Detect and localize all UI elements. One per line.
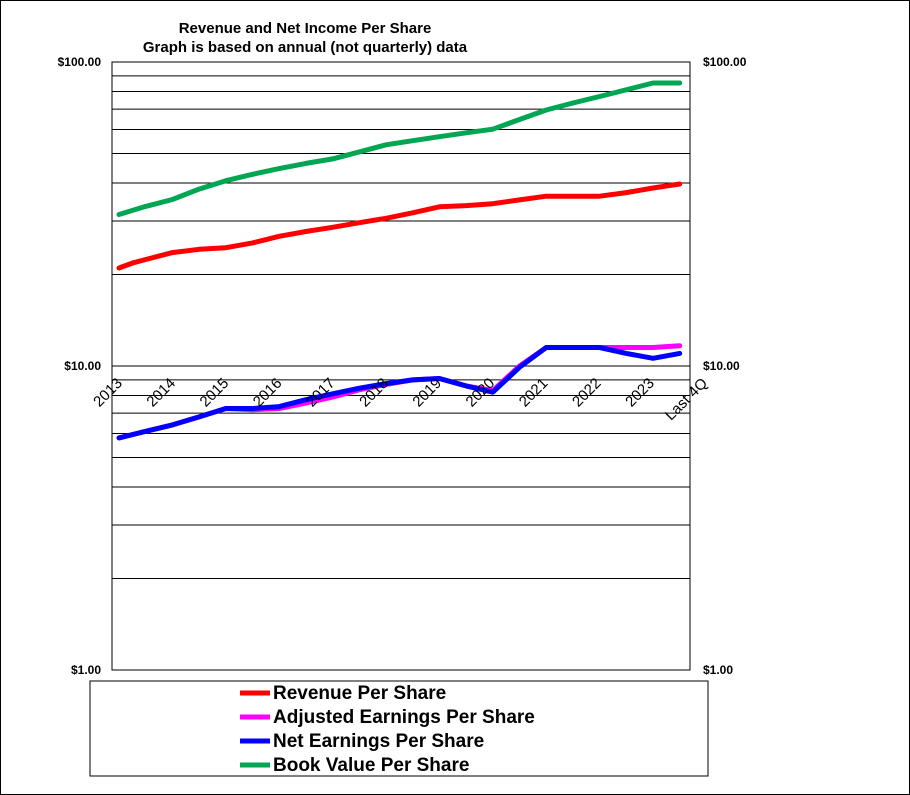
y-tick-label-left: $100.00 — [58, 55, 102, 69]
legend: Revenue Per Share Adjusted Earnings Per S… — [240, 683, 535, 776]
legend-label: Net Earnings Per Share — [273, 731, 484, 752]
y-tick-label-left: $1.00 — [71, 663, 101, 677]
legend-label: Book Value Per Share — [273, 755, 469, 776]
chart-title: Revenue and Net Income Per Share — [179, 20, 432, 37]
series-lines — [116, 80, 683, 441]
y-tick-label-right: $100.00 — [703, 55, 747, 69]
series-line-book-value-per-share — [116, 80, 683, 217]
legend-box — [89, 680, 709, 777]
chart-subtitle: Graph is based on annual (not quarterly)… — [143, 39, 468, 56]
y-tick-label-right: $10.00 — [703, 359, 740, 373]
gridlines — [112, 61, 690, 671]
y-tick-labels: $100.00 $100.00 $10.00 $10.00 $1.00 $1.00 — [58, 55, 747, 677]
series-line-net-earnings-per-share — [116, 345, 683, 441]
legend-label: Revenue Per Share — [273, 683, 446, 704]
series-line-revenue-per-share — [116, 181, 683, 271]
y-tick-label-left: $10.00 — [64, 359, 101, 373]
legend-label: Adjusted Earnings Per Share — [273, 707, 535, 728]
y-tick-label-right: $1.00 — [703, 663, 733, 677]
